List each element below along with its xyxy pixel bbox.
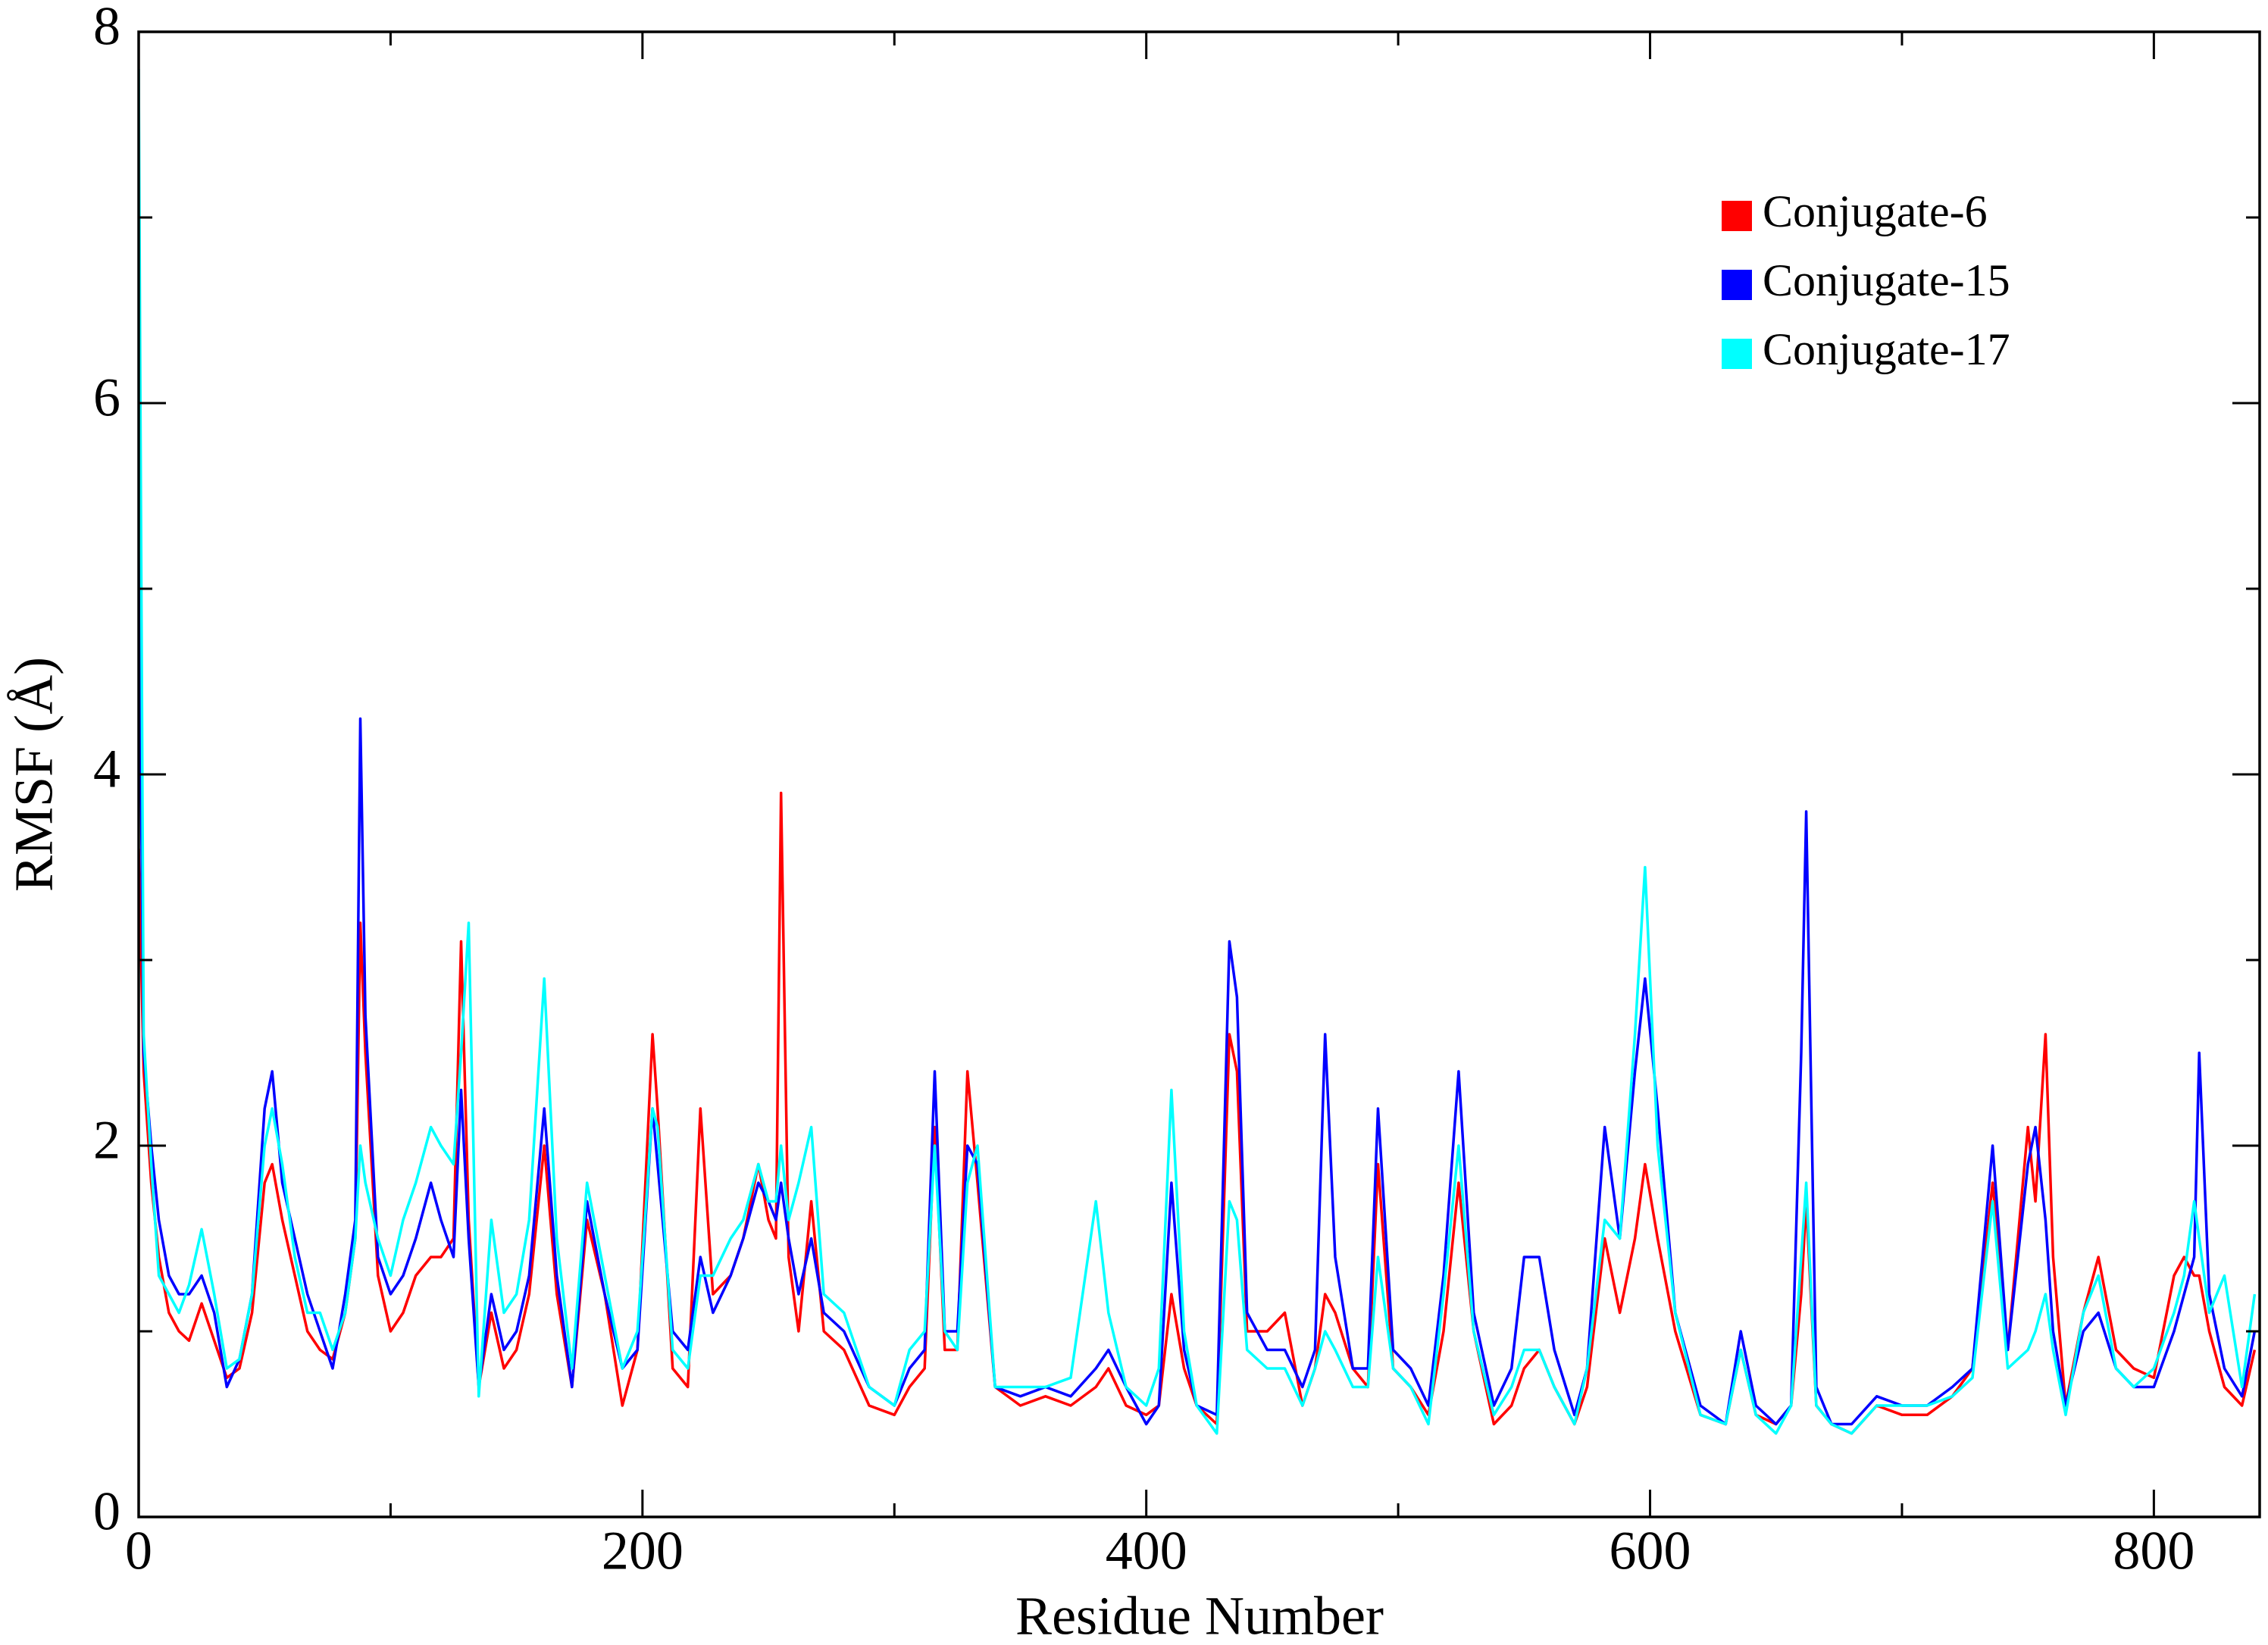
line-series — [139, 551, 2257, 1426]
y-tick-label: 2 — [93, 1110, 120, 1171]
x-tick-label: 600 — [1609, 1521, 1691, 1581]
x-tick-label: 800 — [2113, 1521, 2194, 1581]
legend-label: Conjugate-6 — [1763, 186, 1988, 236]
line-series — [139, 68, 2257, 1435]
legend-label: Conjugate-15 — [1763, 255, 2010, 305]
legend-label: Conjugate-17 — [1763, 324, 2010, 374]
y-axis-title: RMSF (Å) — [4, 657, 64, 892]
y-tick-label: 0 — [93, 1481, 120, 1542]
legend-swatch — [1722, 201, 1752, 231]
y-tick-label: 6 — [93, 367, 120, 428]
x-tick-label: 200 — [602, 1521, 684, 1581]
x-tick-label: 0 — [125, 1521, 152, 1581]
x-tick-label: 400 — [1106, 1521, 1187, 1581]
x-axis-title: Residue Number — [1015, 1586, 1384, 1645]
y-tick-label: 4 — [93, 739, 120, 799]
legend-swatch — [1722, 270, 1752, 300]
y-tick-label: 8 — [93, 0, 120, 57]
legend-swatch — [1722, 339, 1752, 369]
